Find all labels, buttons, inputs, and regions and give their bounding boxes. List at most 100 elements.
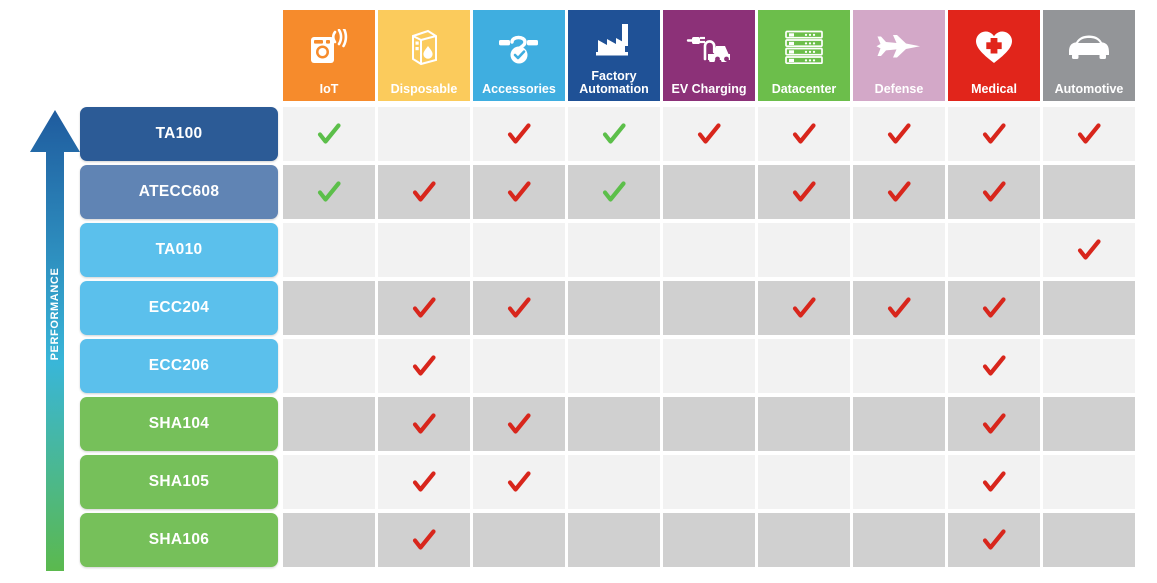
support-cell-ta010-defense[interactable] bbox=[853, 223, 945, 277]
support-cell-sha104-datacenter[interactable] bbox=[758, 397, 850, 451]
support-cell-ta100-datacenter[interactable] bbox=[758, 107, 850, 161]
support-cell-ecc206-accessories[interactable] bbox=[473, 339, 565, 393]
product-row-label-ta100[interactable]: TA100 bbox=[80, 107, 278, 161]
product-row-label-ecc204[interactable]: ECC204 bbox=[80, 281, 278, 335]
support-cell-atecc608-factory-automation[interactable] bbox=[568, 165, 660, 219]
support-cell-ecc204-ev-charging[interactable] bbox=[663, 281, 755, 335]
product-row-label-sha106[interactable]: SHA106 bbox=[80, 513, 278, 567]
column-header-datacenter[interactable]: Datacenter bbox=[758, 10, 850, 101]
support-cell-ecc206-iot[interactable] bbox=[283, 339, 375, 393]
support-cell-atecc608-defense[interactable] bbox=[853, 165, 945, 219]
support-cell-ecc206-disposable[interactable] bbox=[378, 339, 470, 393]
support-cell-sha105-datacenter[interactable] bbox=[758, 455, 850, 509]
support-cell-atecc608-iot[interactable] bbox=[283, 165, 375, 219]
support-cell-ta010-datacenter[interactable] bbox=[758, 223, 850, 277]
column-header-label: Automotive bbox=[1054, 82, 1124, 96]
support-cell-ecc204-datacenter[interactable] bbox=[758, 281, 850, 335]
support-cell-atecc608-medical[interactable] bbox=[948, 165, 1040, 219]
support-cell-sha105-defense[interactable] bbox=[853, 455, 945, 509]
product-row-label-ecc206[interactable]: ECC206 bbox=[80, 339, 278, 393]
check-icon bbox=[412, 471, 436, 492]
support-cell-sha105-iot[interactable] bbox=[283, 455, 375, 509]
support-cell-sha104-medical[interactable] bbox=[948, 397, 1040, 451]
product-row-label-sha104[interactable]: SHA104 bbox=[80, 397, 278, 451]
column-header-automotive[interactable]: Automotive bbox=[1043, 10, 1135, 101]
support-cell-sha106-iot[interactable] bbox=[283, 513, 375, 567]
support-cell-ecc204-medical[interactable] bbox=[948, 281, 1040, 335]
product-row-label-ta010[interactable]: TA010 bbox=[80, 223, 278, 277]
product-row-label-sha105[interactable]: SHA105 bbox=[80, 455, 278, 509]
support-cell-sha106-factory-automation[interactable] bbox=[568, 513, 660, 567]
support-cell-atecc608-datacenter[interactable] bbox=[758, 165, 850, 219]
support-cell-sha105-disposable[interactable] bbox=[378, 455, 470, 509]
support-cell-sha104-accessories[interactable] bbox=[473, 397, 565, 451]
support-cell-sha104-factory-automation[interactable] bbox=[568, 397, 660, 451]
support-cell-ta010-iot[interactable] bbox=[283, 223, 375, 277]
car-icon bbox=[1043, 10, 1135, 83]
support-cell-ta010-factory-automation[interactable] bbox=[568, 223, 660, 277]
support-cell-sha104-ev-charging[interactable] bbox=[663, 397, 755, 451]
support-cell-ecc204-disposable[interactable] bbox=[378, 281, 470, 335]
support-cell-sha105-medical[interactable] bbox=[948, 455, 1040, 509]
support-cell-sha104-disposable[interactable] bbox=[378, 397, 470, 451]
support-cell-ecc206-medical[interactable] bbox=[948, 339, 1040, 393]
column-header-disposable[interactable]: Disposable bbox=[378, 10, 470, 101]
support-cell-ecc206-ev-charging[interactable] bbox=[663, 339, 755, 393]
support-cell-ta100-iot[interactable] bbox=[283, 107, 375, 161]
column-header-ev-charging[interactable]: EV Charging bbox=[663, 10, 755, 101]
support-cell-sha105-automotive[interactable] bbox=[1043, 455, 1135, 509]
product-row-label-atecc608[interactable]: ATECC608 bbox=[80, 165, 278, 219]
support-cell-ta100-accessories[interactable] bbox=[473, 107, 565, 161]
support-cell-ta100-medical[interactable] bbox=[948, 107, 1040, 161]
support-cell-ecc204-factory-automation[interactable] bbox=[568, 281, 660, 335]
support-cell-sha105-ev-charging[interactable] bbox=[663, 455, 755, 509]
column-header-label: IoT bbox=[319, 82, 339, 96]
support-cell-ecc204-accessories[interactable] bbox=[473, 281, 565, 335]
support-cell-atecc608-accessories[interactable] bbox=[473, 165, 565, 219]
support-cell-sha106-automotive[interactable] bbox=[1043, 513, 1135, 567]
column-header-accessories[interactable]: Accessories bbox=[473, 10, 565, 101]
check-icon bbox=[697, 123, 721, 144]
support-cell-sha106-accessories[interactable] bbox=[473, 513, 565, 567]
support-grid bbox=[283, 107, 1135, 571]
support-cell-ecc206-datacenter[interactable] bbox=[758, 339, 850, 393]
performance-arrow-icon bbox=[30, 110, 80, 571]
support-cell-sha104-automotive[interactable] bbox=[1043, 397, 1135, 451]
column-header-defense[interactable]: Defense bbox=[853, 10, 945, 101]
support-cell-ta010-ev-charging[interactable] bbox=[663, 223, 755, 277]
support-cell-ta100-disposable[interactable] bbox=[378, 107, 470, 161]
support-cell-ta010-accessories[interactable] bbox=[473, 223, 565, 277]
support-cell-atecc608-disposable[interactable] bbox=[378, 165, 470, 219]
support-cell-atecc608-automotive[interactable] bbox=[1043, 165, 1135, 219]
column-header-iot[interactable]: IoT bbox=[283, 10, 375, 101]
column-header-factory-automation[interactable]: Factory Automation bbox=[568, 10, 660, 101]
table-row bbox=[283, 513, 1135, 567]
support-cell-ta010-disposable[interactable] bbox=[378, 223, 470, 277]
support-cell-ta010-medical[interactable] bbox=[948, 223, 1040, 277]
support-cell-sha105-accessories[interactable] bbox=[473, 455, 565, 509]
support-cell-ecc206-factory-automation[interactable] bbox=[568, 339, 660, 393]
support-cell-sha106-disposable[interactable] bbox=[378, 513, 470, 567]
support-cell-ecc204-automotive[interactable] bbox=[1043, 281, 1135, 335]
table-row bbox=[283, 339, 1135, 393]
support-cell-atecc608-ev-charging[interactable] bbox=[663, 165, 755, 219]
support-cell-sha106-defense[interactable] bbox=[853, 513, 945, 567]
support-cell-sha105-factory-automation[interactable] bbox=[568, 455, 660, 509]
support-cell-ecc204-iot[interactable] bbox=[283, 281, 375, 335]
support-cell-ta100-automotive[interactable] bbox=[1043, 107, 1135, 161]
support-cell-sha104-defense[interactable] bbox=[853, 397, 945, 451]
support-cell-ecc206-automotive[interactable] bbox=[1043, 339, 1135, 393]
support-cell-sha104-iot[interactable] bbox=[283, 397, 375, 451]
support-cell-ta100-factory-automation[interactable] bbox=[568, 107, 660, 161]
check-icon bbox=[1077, 123, 1101, 144]
support-cell-ta100-ev-charging[interactable] bbox=[663, 107, 755, 161]
support-cell-ecc206-defense[interactable] bbox=[853, 339, 945, 393]
support-cell-ta100-defense[interactable] bbox=[853, 107, 945, 161]
column-header-medical[interactable]: Medical bbox=[948, 10, 1040, 101]
support-cell-sha106-ev-charging[interactable] bbox=[663, 513, 755, 567]
support-cell-ta010-automotive[interactable] bbox=[1043, 223, 1135, 277]
support-cell-sha106-medical[interactable] bbox=[948, 513, 1040, 567]
support-cell-ecc204-defense[interactable] bbox=[853, 281, 945, 335]
support-cell-sha106-datacenter[interactable] bbox=[758, 513, 850, 567]
check-icon bbox=[887, 297, 911, 318]
